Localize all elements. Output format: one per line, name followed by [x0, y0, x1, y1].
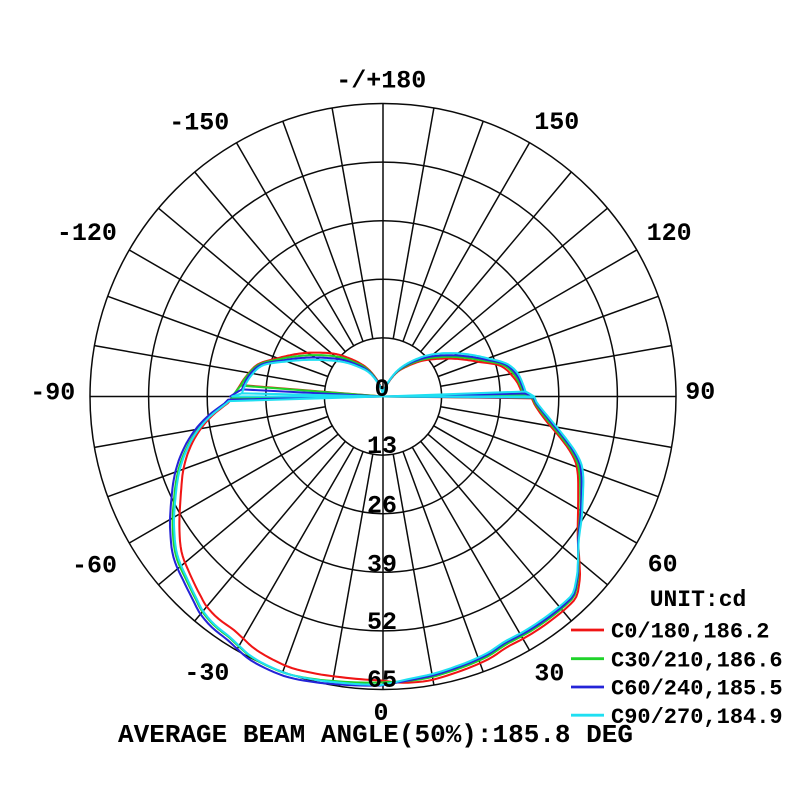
svg-text:-30: -30: [184, 659, 229, 688]
svg-text:C60/240,185.5: C60/240,185.5: [611, 677, 783, 702]
svg-text:0: 0: [373, 699, 388, 728]
svg-text:-90: -90: [30, 378, 75, 407]
svg-text:39: 39: [367, 551, 397, 580]
svg-text:-120: -120: [57, 219, 117, 248]
svg-text:120: 120: [647, 219, 692, 248]
svg-text:52: 52: [367, 608, 397, 637]
svg-text:0: 0: [374, 375, 389, 404]
svg-text:C30/210,186.6: C30/210,186.6: [611, 648, 783, 673]
svg-text:-150: -150: [169, 108, 229, 137]
svg-text:150: 150: [534, 108, 579, 137]
svg-text:UNIT:cd: UNIT:cd: [650, 587, 747, 613]
svg-text:AVERAGE BEAM ANGLE(50%):185.8: AVERAGE BEAM ANGLE(50%):185.8 DEG: [118, 720, 633, 750]
svg-text:-60: -60: [72, 551, 117, 580]
svg-text:C90/270,184.9: C90/270,184.9: [611, 705, 783, 730]
svg-text:C0/180,186.2: C0/180,186.2: [611, 620, 769, 645]
svg-text:26: 26: [367, 492, 397, 521]
svg-text:90: 90: [685, 378, 715, 407]
svg-text:65: 65: [367, 666, 397, 695]
svg-text:30: 30: [534, 660, 564, 689]
svg-text:-/+180: -/+180: [336, 66, 426, 95]
svg-text:13: 13: [367, 432, 397, 461]
svg-text:60: 60: [648, 551, 678, 580]
